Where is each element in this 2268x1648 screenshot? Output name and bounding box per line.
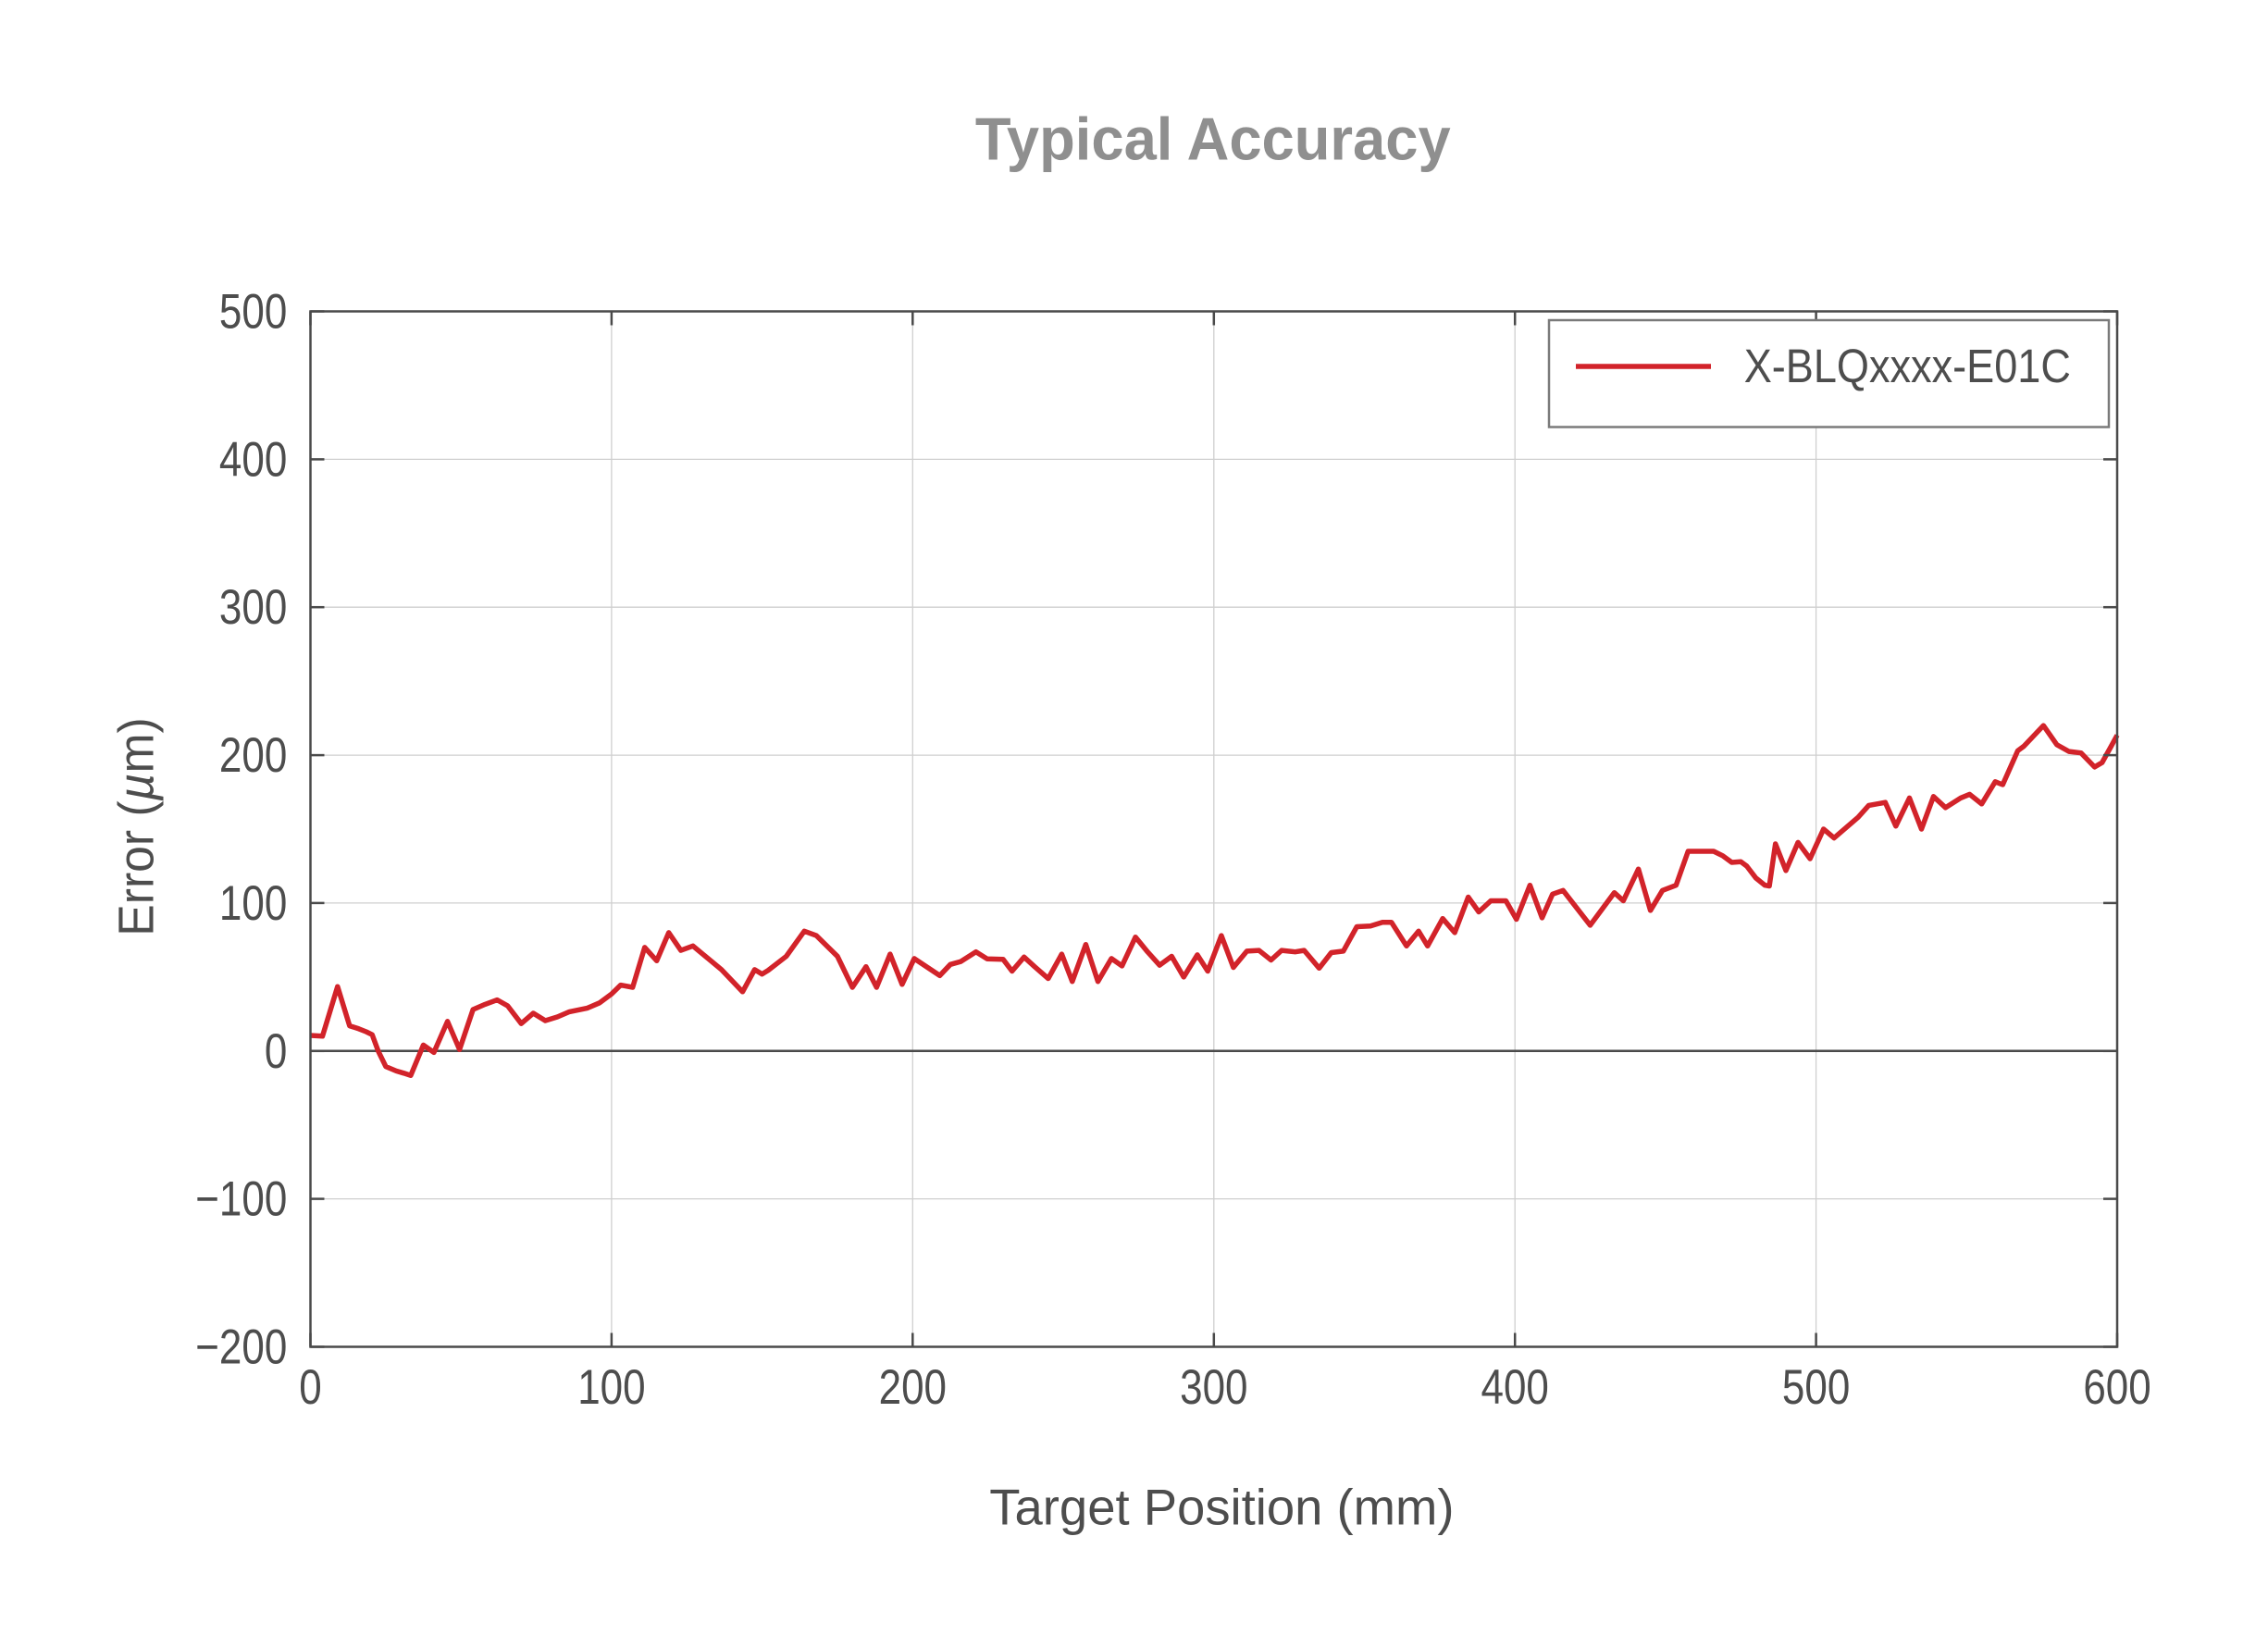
svg-text:500: 500 — [1782, 1360, 1850, 1415]
svg-text:Typical Accuracy: Typical Accuracy — [975, 105, 1451, 173]
svg-text:Error (µm): Error (µm) — [108, 717, 164, 936]
svg-text:500: 500 — [219, 285, 287, 340]
svg-text:−200: −200 — [195, 1320, 287, 1375]
svg-text:0: 0 — [265, 1024, 287, 1079]
svg-text:400: 400 — [219, 433, 287, 488]
svg-text:100: 100 — [577, 1360, 645, 1415]
svg-text:−100: −100 — [195, 1172, 287, 1227]
svg-text:600: 600 — [2083, 1360, 2150, 1415]
svg-text:300: 300 — [219, 580, 287, 635]
svg-text:0: 0 — [299, 1360, 321, 1415]
svg-text:100: 100 — [219, 876, 287, 931]
svg-text:X-BLQxxxx-E01C: X-BLQxxxx-E01C — [1744, 340, 2071, 392]
svg-text:300: 300 — [1180, 1360, 1247, 1415]
svg-text:200: 200 — [219, 728, 287, 783]
svg-text:Target Position (mm): Target Position (mm) — [989, 1478, 1454, 1535]
svg-text:200: 200 — [879, 1360, 947, 1415]
svg-text:400: 400 — [1481, 1360, 1549, 1415]
